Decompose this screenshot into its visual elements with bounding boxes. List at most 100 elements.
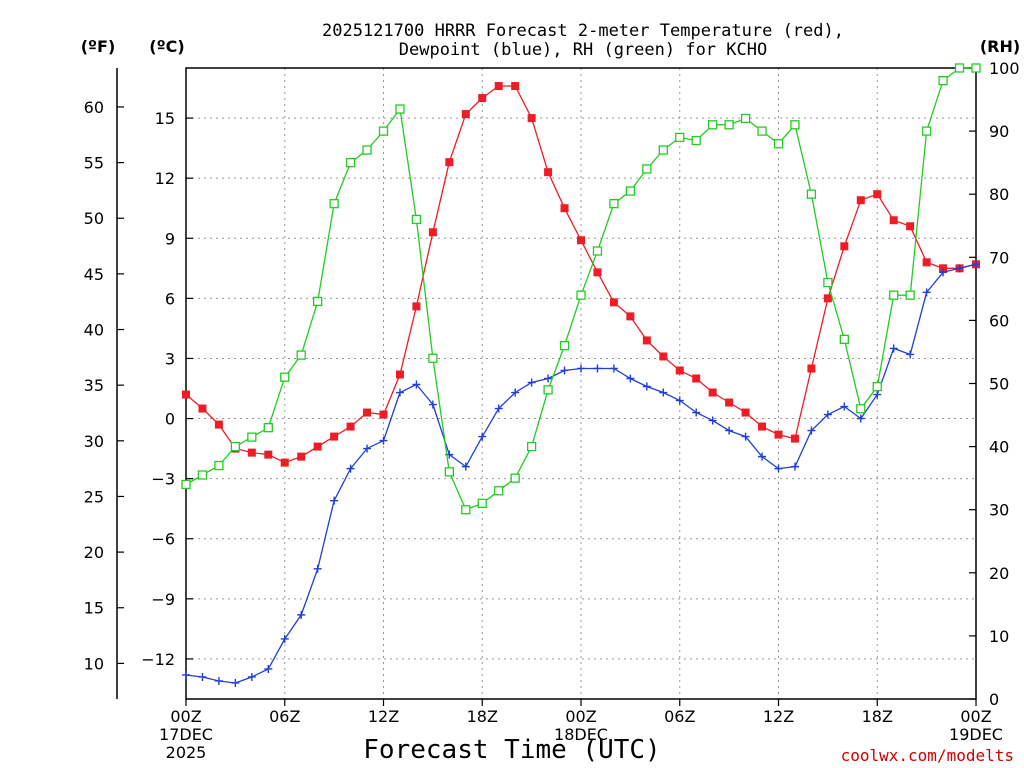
rh-point <box>740 113 751 124</box>
dewpoint-point <box>330 496 339 505</box>
rh-tick-label: 30 <box>989 501 1009 520</box>
temperature-point <box>889 216 898 225</box>
rh-point <box>724 120 734 130</box>
rh-point <box>806 189 817 199</box>
rh-point <box>823 277 833 288</box>
temperature-point <box>297 452 306 461</box>
rh-point <box>675 132 685 143</box>
rh-point <box>296 350 306 360</box>
temperature-point <box>873 190 882 199</box>
temperature-point <box>774 430 783 439</box>
rh-point <box>263 423 273 433</box>
temperature-point <box>906 222 915 231</box>
dewpoint-point <box>264 664 273 673</box>
rh-unit-label: (RH) <box>980 37 1020 56</box>
temperature-point <box>264 450 273 459</box>
time-tick-label: 18Z <box>467 707 498 726</box>
temperature-point <box>445 158 454 167</box>
fahrenheit-axis-ticks: 10 15 20 25 30 35 40 45 50 55 60 <box>84 98 124 673</box>
dewpoint-point <box>297 610 306 619</box>
temperature-point <box>856 196 865 205</box>
rh-tick-label: 80 <box>989 185 1009 204</box>
rh-point <box>757 126 767 136</box>
celsius-tick-label: 9 <box>165 229 175 248</box>
dewpoint-point <box>214 676 223 685</box>
temperature-point <box>412 302 421 311</box>
dewpoint-point <box>807 426 816 435</box>
rh-point <box>329 199 339 209</box>
dewpoint-point <box>708 416 717 425</box>
temperature-point <box>379 410 388 419</box>
rh-tick-label: 10 <box>989 627 1009 646</box>
dewpoint-point <box>840 402 849 411</box>
dewpoint-point <box>511 388 520 397</box>
fahrenheit-tick-label: 45 <box>84 265 104 284</box>
dewpoint-point <box>692 408 701 417</box>
credit-text: coolwx.com/modelts <box>841 746 1014 765</box>
temperature-point <box>741 408 750 417</box>
temperature-point <box>708 388 717 397</box>
rh-point <box>790 120 800 130</box>
dewpoint-point <box>379 436 388 445</box>
temperature-point <box>346 422 355 431</box>
rh-tick-label: 100 <box>989 59 1020 78</box>
rh-tick-label: 20 <box>989 564 1009 583</box>
temperature-point <box>823 294 832 303</box>
dewpoint-point <box>412 380 421 389</box>
temperature-point <box>939 264 948 273</box>
rh-point <box>378 126 389 136</box>
dewpoint-point <box>939 268 948 277</box>
rh-tick-label: 40 <box>989 438 1009 457</box>
temperature-point <box>511 82 520 91</box>
fahrenheit-tick-label: 40 <box>84 321 104 340</box>
rh-point <box>230 441 241 452</box>
rh-tick-label: 70 <box>989 248 1009 267</box>
chart-title-line1: 2025121700 HRRR Forecast 2-meter Tempera… <box>322 21 844 41</box>
rh-point <box>362 145 372 155</box>
rh-point <box>872 382 882 392</box>
celsius-tick-label: 6 <box>165 289 175 308</box>
series-layer <box>181 63 981 687</box>
celsius-tick-label: 15 <box>155 109 175 128</box>
dewpoint-point <box>774 464 783 473</box>
temperature-point <box>198 404 207 413</box>
time-tick-label: 00Z <box>565 707 596 726</box>
rh-point <box>477 498 487 509</box>
fahrenheit-tick-label: 25 <box>84 487 104 506</box>
rh-point <box>625 186 636 196</box>
dewpoint-series <box>182 260 980 687</box>
dewpoint-point <box>659 388 668 397</box>
rh-point <box>280 372 290 382</box>
temperature-point <box>395 370 404 379</box>
celsius-tick-label: −6 <box>151 530 175 549</box>
dewpoint-point <box>955 264 964 273</box>
rh-tick-label: 0 <box>989 690 999 709</box>
temperature-point <box>725 398 734 407</box>
dewpoint-point <box>494 404 503 413</box>
celsius-tick-label: −12 <box>141 650 175 669</box>
dewpoint-point <box>642 382 651 391</box>
rh-point <box>576 290 586 300</box>
temperature-point <box>659 352 668 361</box>
chart-title-line2: Dewpoint (blue), RH (green) for KCHO <box>399 40 767 60</box>
dewpoint-point <box>889 344 898 353</box>
temperature-point <box>675 366 684 375</box>
celsius-tick-label: 0 <box>165 410 175 429</box>
dewpoint-point <box>313 564 322 573</box>
dewpoint-point <box>461 462 470 471</box>
fahrenheit-tick-label: 30 <box>84 432 104 451</box>
temperature-point <box>922 258 931 267</box>
temperature-point <box>461 110 470 119</box>
temperature-point <box>609 298 618 307</box>
celsius-tick-label: −9 <box>151 590 175 609</box>
rh-point <box>313 296 323 307</box>
dewpoint-point <box>544 374 553 383</box>
dewpoint-point <box>346 464 355 473</box>
rh-point <box>395 104 405 114</box>
temperature-point <box>363 408 372 417</box>
rh-point <box>971 63 981 73</box>
rh-point <box>642 164 652 174</box>
temperature-point <box>758 422 767 431</box>
dewpoint-point <box>823 410 832 419</box>
